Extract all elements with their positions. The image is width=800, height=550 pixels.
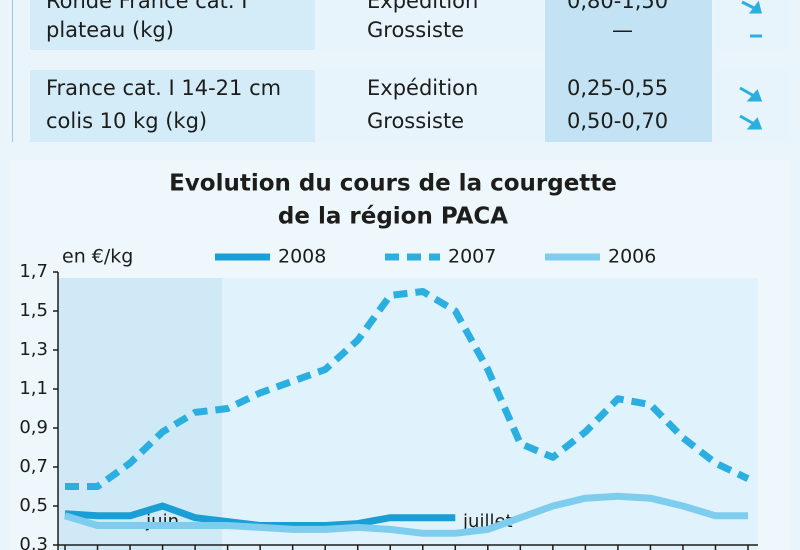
trend-down: [739, 86, 763, 102]
stage: Grossiste: [367, 18, 465, 42]
product: Ronde France cat. I: [46, 0, 248, 13]
y-tick-label: 1,5: [19, 300, 48, 321]
stage: Grossiste: [367, 109, 465, 133]
cell-bg: [318, 0, 544, 50]
trend-icons: [739, 0, 763, 130]
y-tick-label: 0,3: [19, 534, 48, 550]
price: 0,25-0,55: [567, 76, 669, 100]
product: plateau (kg): [46, 18, 174, 42]
product: colis 10 kg (kg): [46, 109, 208, 133]
table-border: [12, 0, 13, 142]
y-tick-label: 1,3: [19, 339, 48, 360]
legend-label: 2006: [608, 246, 656, 268]
legend-label: 2008: [278, 246, 326, 268]
y-tick-label: 1,7: [19, 261, 48, 282]
y-axis-label: en €/kg: [62, 246, 133, 268]
product: France cat. I 14-21 cm: [46, 76, 282, 100]
y-tick-label: 0,9: [19, 417, 48, 438]
cell-bg: [545, 0, 712, 142]
trend-down: [739, 114, 763, 130]
y-tick-label: 0,5: [19, 495, 48, 516]
y-tick-label: 1,1: [19, 378, 48, 399]
cell-bg: [30, 0, 315, 50]
chart-title: de la région PACA: [278, 204, 508, 230]
y-tick-label: 0,7: [19, 456, 48, 477]
price: —: [612, 18, 633, 42]
cell-bg: [318, 70, 544, 142]
price: 0,50-0,70: [567, 109, 669, 133]
cell-bg: [714, 70, 790, 142]
chart-title: Evolution du cours de la courgette: [169, 171, 617, 197]
series-line: [65, 288, 750, 490]
series-line: [63, 492, 748, 537]
stage: Expédition: [367, 0, 479, 13]
stage: Expédition: [367, 76, 479, 100]
price: 0,80-1,50: [567, 0, 669, 13]
legend-label: 2007: [448, 246, 496, 268]
trend-down: [741, 0, 762, 14]
chart: Evolution du cours de la courgette de la…: [10, 160, 790, 550]
cell-bg: [30, 70, 315, 142]
